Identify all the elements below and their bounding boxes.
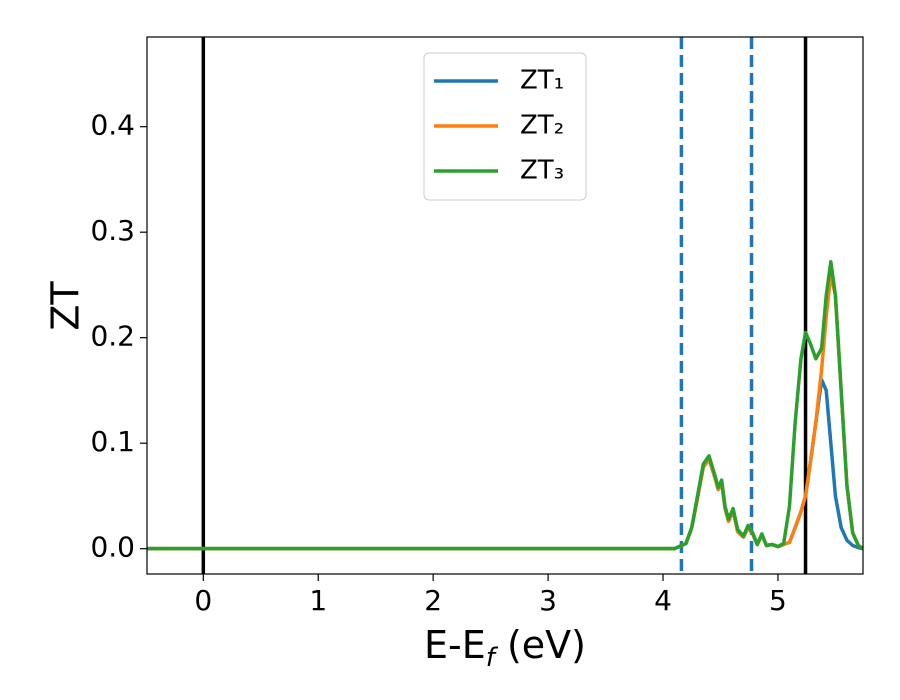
x-tick-label: 1: [309, 584, 327, 617]
legend-box: [423, 52, 587, 201]
x-tick-label: 2: [424, 584, 442, 617]
legend-label: ZT₂: [520, 111, 564, 141]
x-tick-label: 4: [654, 584, 672, 617]
y-tick-label: 0.2: [90, 320, 135, 353]
x-axis-label: E-Ef (eV): [424, 623, 586, 673]
x-tick-label: 5: [769, 584, 787, 617]
x-tick-label: 0: [194, 584, 212, 617]
plot-area: [147, 37, 863, 574]
x-tick-label: 3: [539, 584, 557, 617]
x-label-part: (eV): [495, 623, 586, 667]
plot-frame: [146, 36, 864, 575]
y-tick-label: 0.0: [90, 531, 135, 564]
series-line: [147, 272, 863, 551]
series-line: [147, 259, 863, 551]
series-line: [147, 378, 863, 551]
y-tick-label: 0.3: [90, 214, 135, 247]
y-tick-label: 0.4: [90, 109, 135, 142]
x-label-part: E-E: [424, 623, 486, 667]
y-tick-label: 0.1: [90, 425, 135, 458]
y-axis-label: ZT: [44, 281, 88, 331]
legend-label: ZT₃: [520, 156, 564, 186]
legend-label: ZT₁: [520, 66, 564, 96]
